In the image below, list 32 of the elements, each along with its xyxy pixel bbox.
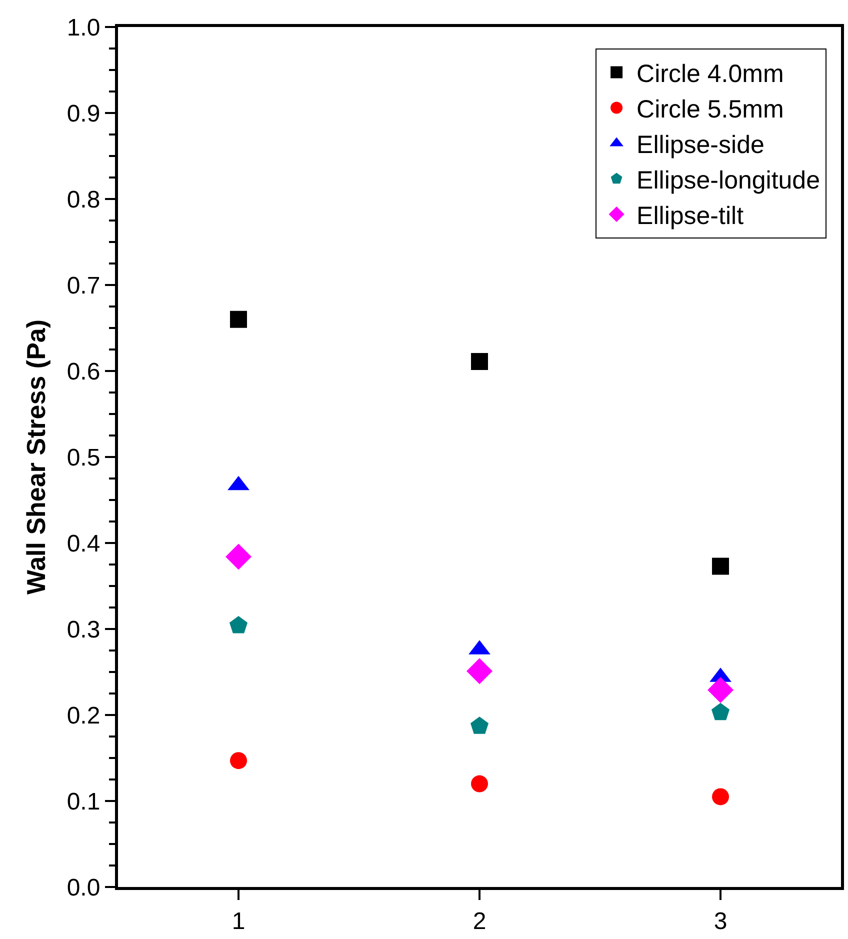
y-axis-title: Wall Shear Stress (Pa) [21, 319, 52, 595]
y-tick-label: 0.8 [66, 186, 100, 214]
y-tick-label: 1.0 [66, 14, 100, 42]
point [712, 788, 729, 806]
y-tick-label: 0.0 [66, 874, 100, 902]
y-tick-label: 0.9 [66, 100, 100, 128]
point [230, 752, 247, 770]
legend-label: Ellipse-tilt [636, 202, 744, 230]
point [230, 310, 247, 328]
point [226, 544, 252, 570]
y-tick-label: 0.3 [66, 616, 100, 644]
x-tick-label: 2 [472, 908, 486, 935]
x-tick-label: 3 [714, 908, 728, 935]
legend-label: Ellipse-longitude [636, 166, 820, 194]
legend-label: Ellipse-side [636, 131, 764, 159]
y-tick-label: 0.4 [66, 530, 100, 558]
x-tick-label: 1 [232, 908, 246, 935]
y-tick-label: 0.2 [66, 702, 100, 730]
legend-label: Circle 4.0mm [636, 60, 784, 88]
point [708, 677, 734, 704]
legend-label: Circle 5.5mm [636, 96, 784, 124]
y-tick-label: 0.5 [66, 444, 100, 472]
y-tick-label: 0.6 [66, 358, 100, 386]
y-tick-label: 0.7 [66, 272, 100, 300]
point [229, 616, 248, 634]
point [712, 558, 729, 575]
point [466, 658, 492, 684]
point [471, 353, 488, 370]
y-tick-label: 0.1 [66, 788, 100, 816]
point [471, 775, 488, 792]
point [711, 702, 730, 720]
point [470, 716, 489, 734]
